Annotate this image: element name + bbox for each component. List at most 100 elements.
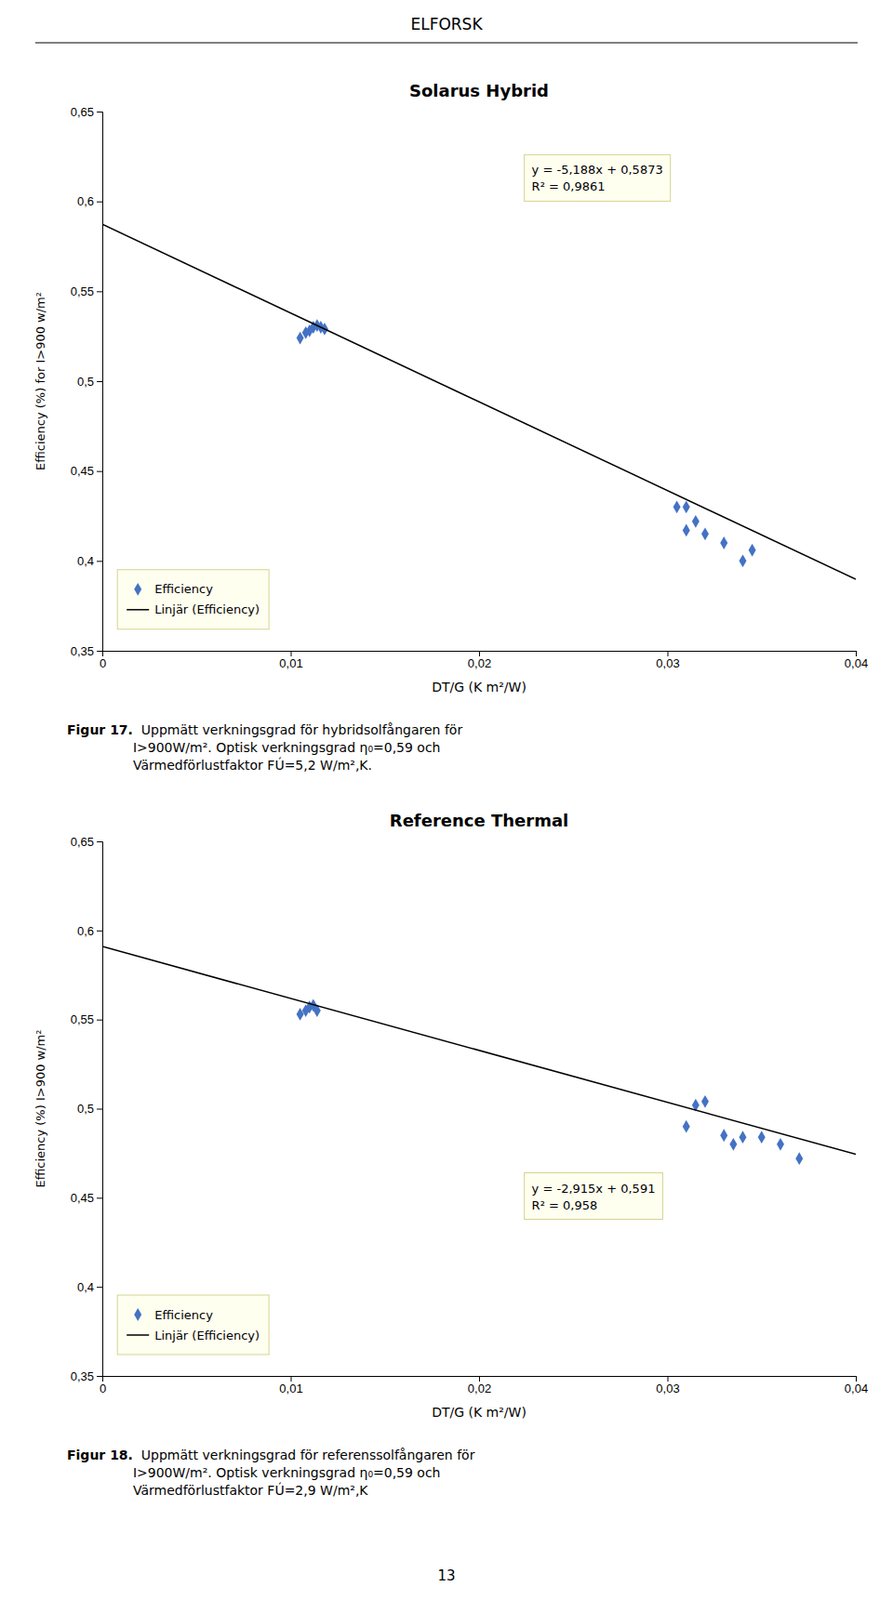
legend-swatch — [133, 583, 142, 597]
y-tick — [96, 1109, 103, 1111]
x-tick-label: 0,02 — [467, 1382, 492, 1397]
y-tick — [96, 931, 103, 933]
x-axis-line — [103, 652, 857, 658]
y-tick-group: 0,35 — [70, 1370, 103, 1385]
equation-box: y = -5,188x + 0,5873R² = 0,9861 — [524, 154, 671, 201]
x-tick — [291, 651, 293, 657]
x-tick — [855, 1376, 857, 1383]
equation-text: y = -2,915x + 0,591 — [532, 1182, 656, 1197]
y-axis-title: Efficiency (%) I>900 w/m² — [33, 1030, 48, 1189]
caption-label: Figur 18. — [66, 1448, 134, 1464]
scatter-point — [719, 1129, 728, 1143]
y-tick — [96, 201, 103, 203]
y-tick-group: 0,55 — [70, 1012, 103, 1027]
x-tick-label: 0,03 — [655, 656, 680, 671]
y-tick-label: 0,6 — [77, 194, 94, 209]
caption-label: Figur 17. — [66, 722, 134, 738]
y-tick-group: 0,5 — [77, 374, 103, 389]
y-tick-label: 0,45 — [70, 464, 94, 479]
scatter-point — [729, 1138, 737, 1152]
y-tick-label: 0,65 — [70, 835, 94, 850]
plot-area — [102, 224, 856, 580]
x-axis-title: DT/G (K m²/W) — [431, 679, 527, 695]
scatter-point — [748, 544, 757, 558]
y-tick-label: 0,55 — [70, 1012, 94, 1027]
scatter-point — [682, 500, 691, 514]
legend-box — [117, 570, 269, 630]
y-tick — [96, 841, 103, 843]
x-axis-title: DT/G (K m²/W) — [431, 1405, 527, 1421]
y-tick-group: 0,45 — [70, 1191, 103, 1206]
caption-line: I>900W/m². Optisk verkningsgrad η₀=0,59 … — [133, 740, 441, 756]
scatter-point — [739, 1131, 747, 1145]
y-tick — [96, 1376, 103, 1378]
legend-label: Efficiency — [154, 1308, 214, 1323]
legend: EfficiencyLinjär (Efficiency) — [117, 570, 269, 630]
trend-line — [102, 224, 856, 580]
equation-frame — [524, 1173, 664, 1221]
y-tick-group: 0,5 — [77, 1102, 103, 1117]
y-tick — [96, 560, 103, 562]
scatter-point — [673, 500, 681, 514]
trend-line — [102, 946, 856, 1155]
x-tick — [291, 1376, 293, 1383]
y-axis-title: Efficiency (%) for I>900 w/m² — [33, 292, 48, 471]
y-tick-label: 0,5 — [77, 374, 94, 389]
scatter-point — [682, 524, 691, 538]
scatter-point — [692, 515, 700, 529]
y-tick-group: 0,35 — [70, 644, 103, 659]
x-tick-label: 0,01 — [279, 1382, 303, 1397]
legend-label: Efficiency — [154, 582, 214, 597]
y-tick — [96, 1287, 103, 1289]
y-axis: 0,350,40,450,50,550,60,65 — [70, 835, 104, 1385]
caption-line: I>900W/m². Optisk verkningsgrad η₀=0,59 … — [133, 1466, 441, 1481]
x-tick-label: 0 — [99, 1382, 107, 1397]
header-rule — [35, 42, 858, 44]
x-axis-line — [103, 1377, 857, 1384]
y-tick — [96, 1020, 103, 1022]
scatter-point — [701, 527, 709, 541]
equation-box: y = -2,915x + 0,591R² = 0,958 — [524, 1173, 664, 1221]
y-tick-group: 0,6 — [77, 194, 103, 209]
x-tick-group: 0,04 — [844, 1376, 868, 1397]
y-tick-label: 0,5 — [77, 1102, 94, 1117]
y-axis-line — [96, 842, 104, 1378]
x-tick-group: 0,02 — [467, 651, 492, 671]
x-tick-group: 0,04 — [844, 651, 868, 671]
page: ELFORSK1300,010,020,030,040,350,40,450,5… — [0, 0, 893, 1600]
y-tick-label: 0,4 — [77, 1280, 94, 1295]
x-tick-group: 0,02 — [467, 1376, 492, 1397]
x-tick-group: 0 — [99, 651, 107, 671]
caption-line: Uppmätt verkningsgrad för referenssolfån… — [133, 1448, 476, 1464]
y-tick — [96, 1198, 103, 1200]
legend-swatch — [126, 1334, 149, 1337]
y-tick-label: 0,4 — [77, 554, 94, 569]
x-tick — [667, 1376, 669, 1383]
y-tick — [96, 381, 103, 383]
x-tick-label: 0,04 — [844, 1382, 868, 1397]
caption-text: Uppmätt verkningsgrad för referenssolfån… — [133, 1448, 476, 1499]
equation-frame — [524, 154, 671, 201]
chart-title: Solarus Hybrid — [409, 80, 549, 101]
x-tick — [667, 651, 669, 657]
legend-swatch — [126, 609, 149, 612]
y-tick-label: 0,45 — [70, 1191, 94, 1206]
y-tick — [96, 471, 103, 473]
scatter-point — [795, 1152, 803, 1166]
x-tick — [479, 651, 480, 657]
legend-swatch — [133, 1308, 142, 1322]
y-tick-label: 0,65 — [70, 105, 94, 120]
legend-label: Linjär (Efficiency) — [154, 1329, 260, 1344]
plot-area — [102, 946, 856, 1166]
caption-line: Värmedförlustfaktor FÚ=2,9 W/m²,K — [133, 1482, 369, 1499]
y-tick-label: 0,35 — [70, 1370, 94, 1385]
scatter-point — [758, 1131, 766, 1145]
scatter-point — [739, 554, 747, 568]
legend: Efficiency Linjär (Efficiency) — [117, 1295, 269, 1356]
x-axis: 0 0,01 0,02 0,03 0,04 — [99, 1376, 868, 1397]
y-tick-group: 0,65 — [70, 835, 103, 850]
scatter-point — [719, 536, 728, 550]
equation-text: R² = 0,9861 — [532, 179, 606, 194]
x-tick-label: 0 — [99, 656, 107, 671]
x-tick-label: 0,03 — [655, 1382, 680, 1397]
